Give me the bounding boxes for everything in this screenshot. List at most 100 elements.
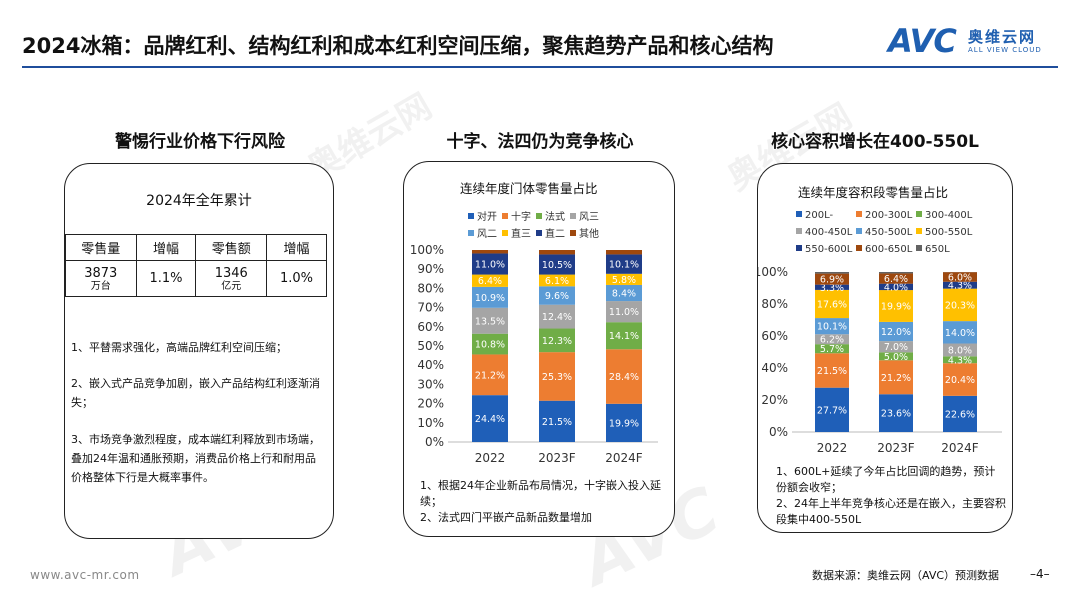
- chart-title: 连续年度容积段零售量占比: [798, 185, 949, 200]
- legend-item: 200L-: [796, 210, 833, 221]
- bar-segment: [815, 289, 849, 319]
- legend-swatch: [916, 228, 922, 234]
- bar-segment: [606, 284, 642, 302]
- legend-item: 650L: [916, 244, 950, 255]
- cumulative-subtitle: 2024年全年累计: [146, 193, 252, 209]
- bar-segment: [539, 400, 575, 442]
- legend-swatch: [856, 245, 862, 251]
- legend-item: 直三: [502, 225, 531, 240]
- bar-segment: [472, 354, 508, 396]
- bar-segment: [879, 360, 913, 395]
- retail-volume-cell: 3873 万台: [65, 260, 137, 297]
- y-tick-label: 20%: [417, 397, 444, 411]
- bar-segment: [879, 290, 913, 322]
- data-label: 17.6%: [817, 300, 847, 311]
- bar-segment: [815, 284, 849, 290]
- legend-item: 十字: [502, 208, 531, 223]
- legend-item: 法式: [536, 208, 565, 223]
- legend-item: 550-600L: [796, 244, 852, 255]
- table-header: 零售额: [195, 234, 267, 261]
- legend-label: 500-550L: [925, 227, 973, 238]
- data-label: 10.1%: [817, 322, 847, 333]
- data-label: 23.6%: [881, 409, 911, 420]
- logo-mark: AVC: [888, 22, 957, 60]
- legend-swatch: [536, 213, 542, 219]
- data-label: 10.5%: [542, 260, 572, 271]
- data-label: 5.0%: [884, 352, 908, 363]
- bar-segment: [539, 352, 575, 401]
- legend-swatch: [536, 230, 542, 236]
- middle-note: 1、根据24年企业新品布局情况，十字嵌入投入延续；: [420, 479, 661, 508]
- table-header: 零售量: [65, 234, 137, 261]
- legend-label: 十字: [511, 212, 531, 223]
- data-label: 8.0%: [948, 345, 972, 356]
- data-label: 21.2%: [475, 370, 505, 381]
- legend-item: 风三: [570, 208, 599, 223]
- bar-segment: [943, 395, 977, 432]
- legend-label: 300-400L: [925, 210, 973, 221]
- bar-segment: [472, 286, 508, 308]
- data-label: 19.9%: [609, 418, 639, 429]
- bar-segment: [943, 356, 977, 364]
- bar-segment: [879, 283, 913, 291]
- data-label: 5.8%: [612, 275, 636, 286]
- data-label: 20.3%: [945, 300, 975, 311]
- logo-name-cn: 奥维云网: [968, 28, 1037, 46]
- legend-label: 400-450L: [805, 227, 853, 238]
- bar-segment: [472, 333, 508, 355]
- y-tick-label: 100%: [410, 243, 444, 257]
- data-label: 12.4%: [542, 312, 572, 323]
- legend-label: 200L-: [805, 210, 834, 221]
- bar-segment: [815, 272, 849, 274]
- y-tick-label: 40%: [761, 361, 788, 375]
- data-label: 11.0%: [609, 307, 639, 318]
- bar-segment: [539, 254, 575, 275]
- retail-revenue-cell: 1346 亿元: [195, 260, 267, 297]
- bar-segment: [472, 395, 508, 442]
- page-title: 2024冰箱：品牌红利、结构红利和成本红利空间压缩，聚焦趋势产品和核心结构: [22, 34, 774, 58]
- bar-segment: [943, 288, 977, 322]
- data-label: 28.4%: [609, 372, 639, 383]
- x-tick-label: 2023F: [877, 441, 915, 455]
- bar-segment: [606, 322, 642, 350]
- legend-item: 400-450L: [796, 227, 852, 238]
- data-label: 4.0%: [884, 282, 908, 293]
- bar-segment: [815, 318, 849, 335]
- legend-swatch: [856, 211, 862, 217]
- middle-panel-heading: 十字、法四仍为竞争核心: [446, 132, 634, 152]
- bar-segment: [472, 250, 508, 254]
- data-label: 20.4%: [945, 375, 975, 386]
- legend-swatch: [796, 228, 802, 234]
- legend-swatch: [916, 245, 922, 251]
- page-number: –4–: [1030, 567, 1050, 581]
- right-note: 1、600L+延续了今年占比回调的趋势，预计份额会收窄；: [776, 465, 996, 494]
- y-tick-label: 30%: [417, 377, 444, 391]
- data-label: 3.3%: [820, 283, 844, 294]
- data-label: 5.7%: [820, 344, 844, 355]
- legend-swatch: [502, 213, 508, 219]
- data-label: 22.6%: [945, 409, 975, 420]
- x-tick-label: 2024F: [605, 451, 643, 465]
- table-header: 增幅: [266, 234, 327, 261]
- legend-label: 法式: [545, 212, 565, 223]
- data-label: 4.3%: [948, 281, 972, 292]
- legend-item: 300-400L: [916, 210, 972, 221]
- volume-growth-cell: 1.1%: [135, 260, 197, 297]
- legend-label: 直三: [511, 229, 531, 240]
- data-label: 7.0%: [884, 342, 908, 353]
- legend-item: 直二: [536, 225, 565, 240]
- x-tick-label: 2024F: [941, 441, 979, 455]
- legend-swatch: [570, 230, 576, 236]
- sales-stats-table: 零售量 增幅 零售额 增幅 3873 万台 1.1% 1346 亿元 1.0%: [65, 234, 327, 297]
- bar-segment: [606, 349, 642, 404]
- x-tick-label: 2023F: [538, 451, 576, 465]
- legend-swatch: [916, 211, 922, 217]
- y-tick-label: 10%: [417, 416, 444, 430]
- chart-title: 连续年度门体零售量占比: [460, 181, 598, 196]
- bar-segment: [606, 273, 642, 285]
- data-label: 21.5%: [542, 417, 572, 428]
- bar-segment: [539, 304, 575, 329]
- data-label: 10.8%: [475, 340, 505, 351]
- bar-segment: [539, 286, 575, 305]
- left-panel-heading: 警惕行业价格下行风险: [115, 132, 285, 152]
